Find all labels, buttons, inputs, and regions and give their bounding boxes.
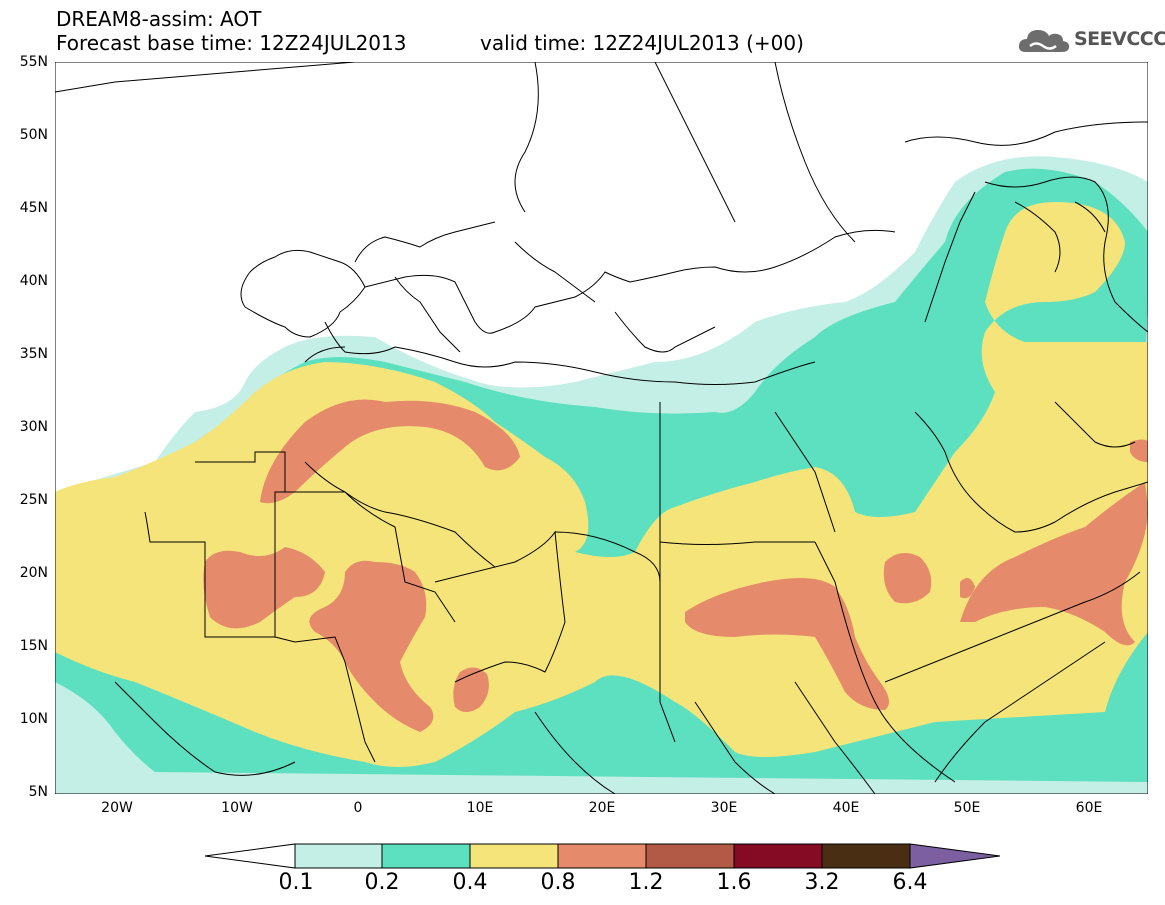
cloud-icon — [1018, 30, 1070, 52]
forecast-base-time: Forecast base time: 12Z24JUL2013 — [56, 31, 407, 55]
colorbar-label: 3.2 — [804, 870, 840, 895]
colorbar-segment — [821, 843, 911, 869]
lon-label: 20E — [588, 800, 616, 816]
lon-label: 60E — [1075, 800, 1103, 816]
aot-contour-0-8 — [203, 399, 1148, 732]
product-title: DREAM8-assim: AOT — [56, 7, 262, 31]
aot-map — [55, 62, 1148, 794]
colorbar-label: 0.2 — [364, 870, 400, 895]
colorbar-segment — [294, 843, 383, 869]
colorbar-segment — [469, 843, 559, 869]
colorbar — [205, 843, 1000, 869]
logo-text: SEEVCCC — [1074, 28, 1165, 50]
colorbar-label: 1.6 — [716, 870, 752, 895]
lon-label: 20W — [101, 800, 133, 816]
lon-label: 10E — [466, 800, 494, 816]
lon-label: 40E — [832, 800, 860, 816]
lat-label: 45N — [19, 200, 48, 216]
lat-label: 20N — [19, 565, 48, 581]
lat-label: 50N — [19, 127, 48, 143]
lat-label: 35N — [19, 346, 48, 362]
colorbar-segment — [557, 843, 647, 869]
colorbar-segment — [645, 843, 735, 869]
colorbar-low-arrow — [205, 843, 296, 869]
lon-label: 30E — [710, 800, 738, 816]
lon-label: 50E — [953, 800, 981, 816]
lat-label: 15N — [19, 638, 48, 654]
lat-label: 10N — [19, 711, 48, 727]
lat-label: 5N — [28, 784, 48, 800]
colorbar-high-arrow — [909, 843, 1000, 869]
colorbar-label: 0.4 — [452, 870, 488, 895]
colorbar-segment — [381, 843, 471, 869]
lon-label: 10W — [221, 800, 253, 816]
colorbar-segment — [733, 843, 823, 869]
lat-label: 25N — [19, 492, 48, 508]
lat-label: 40N — [19, 273, 48, 289]
country-borders — [55, 62, 1148, 794]
lon-label: 0 — [353, 800, 363, 816]
lat-label: 30N — [19, 419, 48, 435]
colorbar-label: 0.1 — [278, 870, 314, 895]
valid-time: valid time: 12Z24JUL2013 (+00) — [480, 31, 804, 55]
colorbar-label: 0.8 — [540, 870, 576, 895]
lat-label: 55N — [19, 54, 48, 70]
colorbar-label: 1.2 — [628, 870, 664, 895]
seevccc-logo: SEEVCCC — [1016, 22, 1165, 58]
colorbar-label: 6.4 — [892, 870, 928, 895]
